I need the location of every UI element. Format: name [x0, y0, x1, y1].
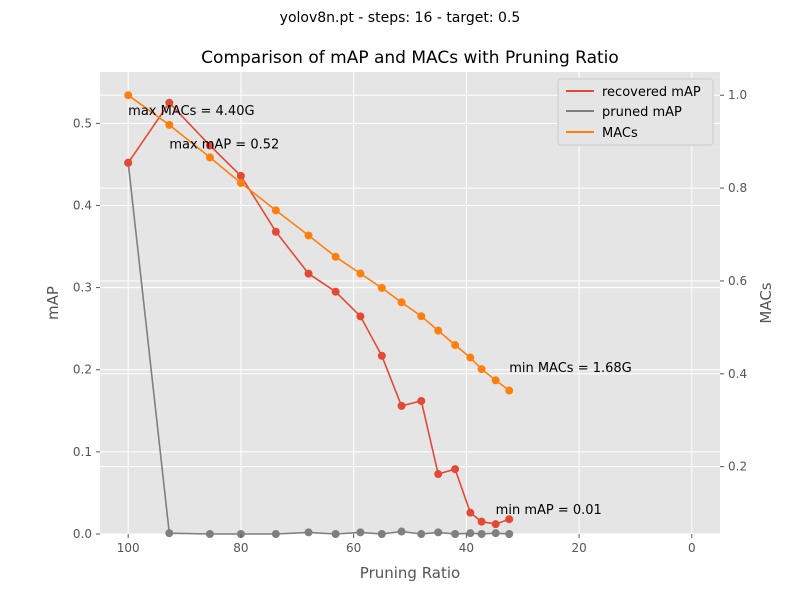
data-point-pruned-map: [397, 527, 406, 536]
data-point-pruned-map: [356, 528, 365, 537]
data-point-recovered-map: [356, 312, 365, 321]
data-point-macs: [451, 341, 460, 350]
data-point-pruned-map: [466, 529, 475, 538]
y-tick-label: 0.1: [73, 445, 92, 459]
x-tick-label: 80: [233, 541, 248, 555]
figure-suptitle: yolov8n.pt - steps: 16 - target: 0.5: [279, 10, 521, 26]
y-tick-label: 0.2: [73, 363, 92, 377]
data-point-recovered-map: [271, 227, 280, 236]
y2-axis-label: MACs: [757, 282, 775, 323]
plot-background: [100, 72, 720, 534]
legend-label-macs: MACs: [602, 126, 638, 141]
data-point-pruned-map: [477, 530, 486, 538]
legend-box: [557, 78, 714, 146]
data-point-pruned-map: [331, 530, 340, 538]
data-point-recovered-map: [434, 470, 443, 479]
data-point-pruned-map: [417, 530, 426, 538]
data-point-recovered-map: [491, 520, 500, 529]
y-tick-label: 0.3: [73, 281, 92, 295]
data-point-recovered-map: [236, 171, 245, 180]
data-point-macs: [397, 298, 406, 307]
data-point-pruned-map: [271, 530, 280, 538]
legend-label-pruned-map: pruned mAP: [602, 105, 682, 120]
legend: recovered mAP pruned mAP MACs: [557, 78, 714, 146]
data-point-recovered-map: [397, 401, 406, 410]
y-tick-label: 0.0: [73, 527, 92, 541]
y2-tick-label: 0.6: [728, 274, 747, 288]
data-point-macs: [491, 376, 500, 385]
x-tick-label: 20: [571, 541, 586, 555]
x-tick-label: 100: [117, 541, 140, 555]
y-tick-label: 0.5: [73, 116, 92, 130]
data-point-pruned-map: [434, 528, 443, 537]
annotation-label: max mAP = 0.52: [169, 138, 279, 153]
annotation-label: min MACs = 1.68G: [509, 361, 632, 376]
data-point-macs: [505, 386, 514, 395]
data-point-macs: [434, 326, 443, 335]
data-point-macs: [466, 353, 475, 362]
data-point-recovered-map: [331, 287, 340, 296]
data-point-macs: [377, 283, 386, 292]
annotation-label: min mAP = 0.01: [496, 503, 602, 518]
data-point-recovered-map: [505, 515, 514, 524]
data-point-recovered-map: [477, 517, 486, 526]
data-point-macs: [124, 91, 133, 100]
data-point-recovered-map: [165, 98, 174, 107]
data-point-pruned-map: [377, 530, 386, 538]
data-point-pruned-map: [505, 530, 514, 538]
data-point-pruned-map: [304, 528, 313, 537]
annotation-layer: max MACs = 4.40G max mAP = 0.52 min MACs =…: [128, 104, 632, 518]
data-point-recovered-map: [304, 269, 313, 278]
data-point-macs: [271, 206, 280, 215]
data-point-recovered-map: [451, 465, 460, 474]
y2-tick-label: 1.0: [728, 88, 747, 102]
data-point-pruned-map: [491, 529, 500, 538]
data-point-pruned-map: [205, 530, 214, 538]
data-point-macs: [477, 365, 486, 374]
data-point-macs: [205, 153, 214, 162]
data-point-pruned-map: [165, 529, 174, 538]
x-tick-label: 40: [459, 541, 474, 555]
data-point-recovered-map: [466, 508, 475, 517]
legend-label-recovered-map: recovered mAP: [602, 85, 701, 100]
data-point-recovered-map: [377, 351, 386, 360]
data-point-macs: [236, 178, 245, 187]
grid-lines: [100, 72, 720, 535]
data-point-macs: [331, 252, 340, 261]
y-axis-label: mAP: [44, 286, 62, 320]
x-tick-label: 0: [688, 541, 696, 555]
data-point-pruned-map: [451, 530, 460, 538]
data-point-recovered-map: [205, 141, 214, 150]
annotation-label: max MACs = 4.40G: [128, 104, 254, 119]
y2-tick-label: 0.4: [728, 367, 747, 381]
data-point-macs: [356, 269, 365, 278]
chart-title: Comparison of mAP and MACs with Pruning …: [201, 48, 619, 68]
series-layer: [124, 91, 514, 538]
data-point-recovered-map: [124, 158, 133, 167]
x-axis-label: Pruning Ratio: [360, 564, 460, 582]
y2-tick-label: 0.2: [728, 460, 747, 474]
y2-tick-label: 0.8: [728, 181, 747, 195]
x-tick-label: 60: [346, 541, 361, 555]
data-point-macs: [304, 231, 313, 240]
data-point-macs: [165, 120, 174, 129]
ticks-layer: 100 80 60 40 20 0 0.0 0.1 0.2 0.3 0.4 0.5 0.2 0.4 0.6 0…: [73, 88, 747, 555]
data-point-recovered-map: [417, 396, 426, 405]
data-point-macs: [417, 312, 426, 321]
y-tick-label: 0.4: [73, 198, 92, 212]
